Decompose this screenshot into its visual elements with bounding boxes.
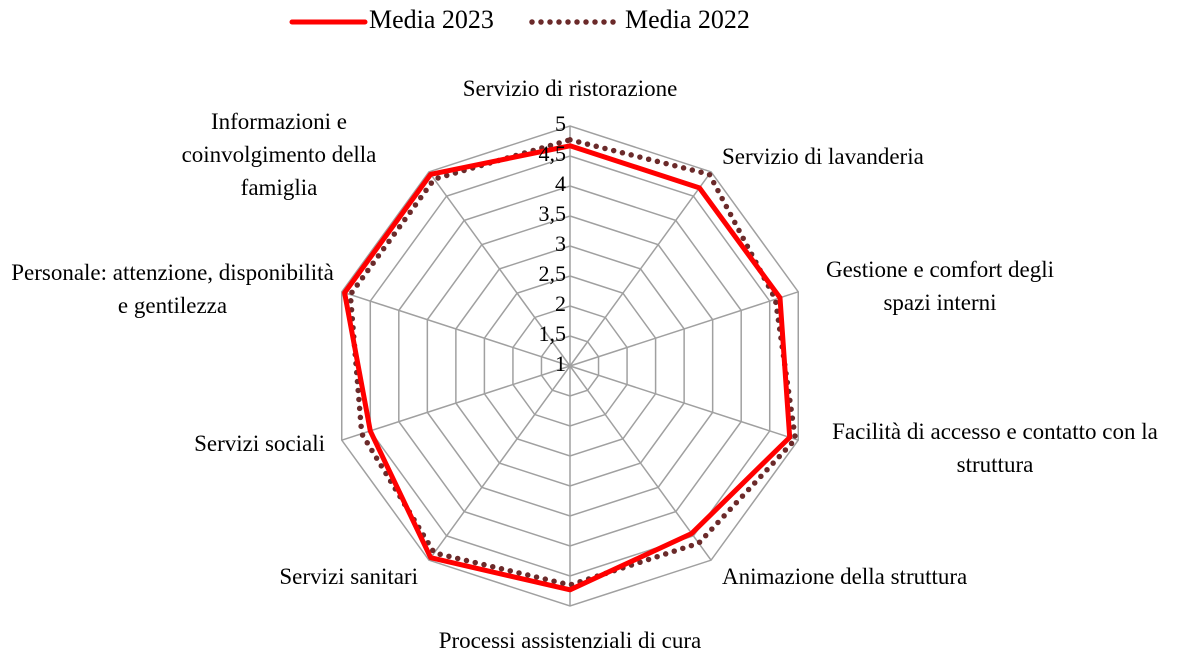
category-label: Servizi sanitari (279, 564, 418, 589)
category-label: Gestione e comfort degli spazi interni (825, 257, 1054, 315)
category-label: Servizio di ristorazione (462, 76, 678, 101)
r-tick-label: 3 (555, 231, 566, 256)
category-label: Personale: attenzione, disponibilità e g… (11, 260, 334, 318)
legend-label: Media 2023 (369, 5, 494, 34)
r-tick-label: 1,5 (539, 321, 567, 346)
spoke (341, 291, 571, 367)
spoke (428, 171, 571, 367)
series-line (342, 143, 793, 593)
r-tick-label: 2 (555, 291, 566, 316)
spoke (569, 365, 712, 561)
r-tick-label: 3,5 (539, 201, 567, 226)
category-label: Facilità di accesso e contatto con la st… (832, 419, 1158, 477)
series-line (347, 137, 799, 588)
spoke (341, 365, 571, 441)
r-tick-label: 2,5 (539, 261, 567, 286)
spoke (569, 171, 712, 367)
category-label: Servizi sociali (194, 431, 325, 456)
r-tick-label: 4,5 (539, 141, 567, 166)
spoke (569, 291, 799, 367)
category-label: Informazioni e coinvolgimento della fami… (181, 109, 377, 200)
spoke (428, 365, 571, 561)
spoke (569, 365, 799, 441)
r-tick-label: 1 (555, 351, 566, 376)
category-label: Animazione della struttura (722, 564, 968, 589)
category-label: Processi assistenziali di cura (438, 628, 702, 653)
r-tick-label: 5 (555, 111, 566, 136)
r-tick-label: 4 (555, 171, 566, 196)
category-label: Servizio di lavanderia (722, 144, 924, 169)
legend-label: Media 2022 (625, 5, 750, 34)
